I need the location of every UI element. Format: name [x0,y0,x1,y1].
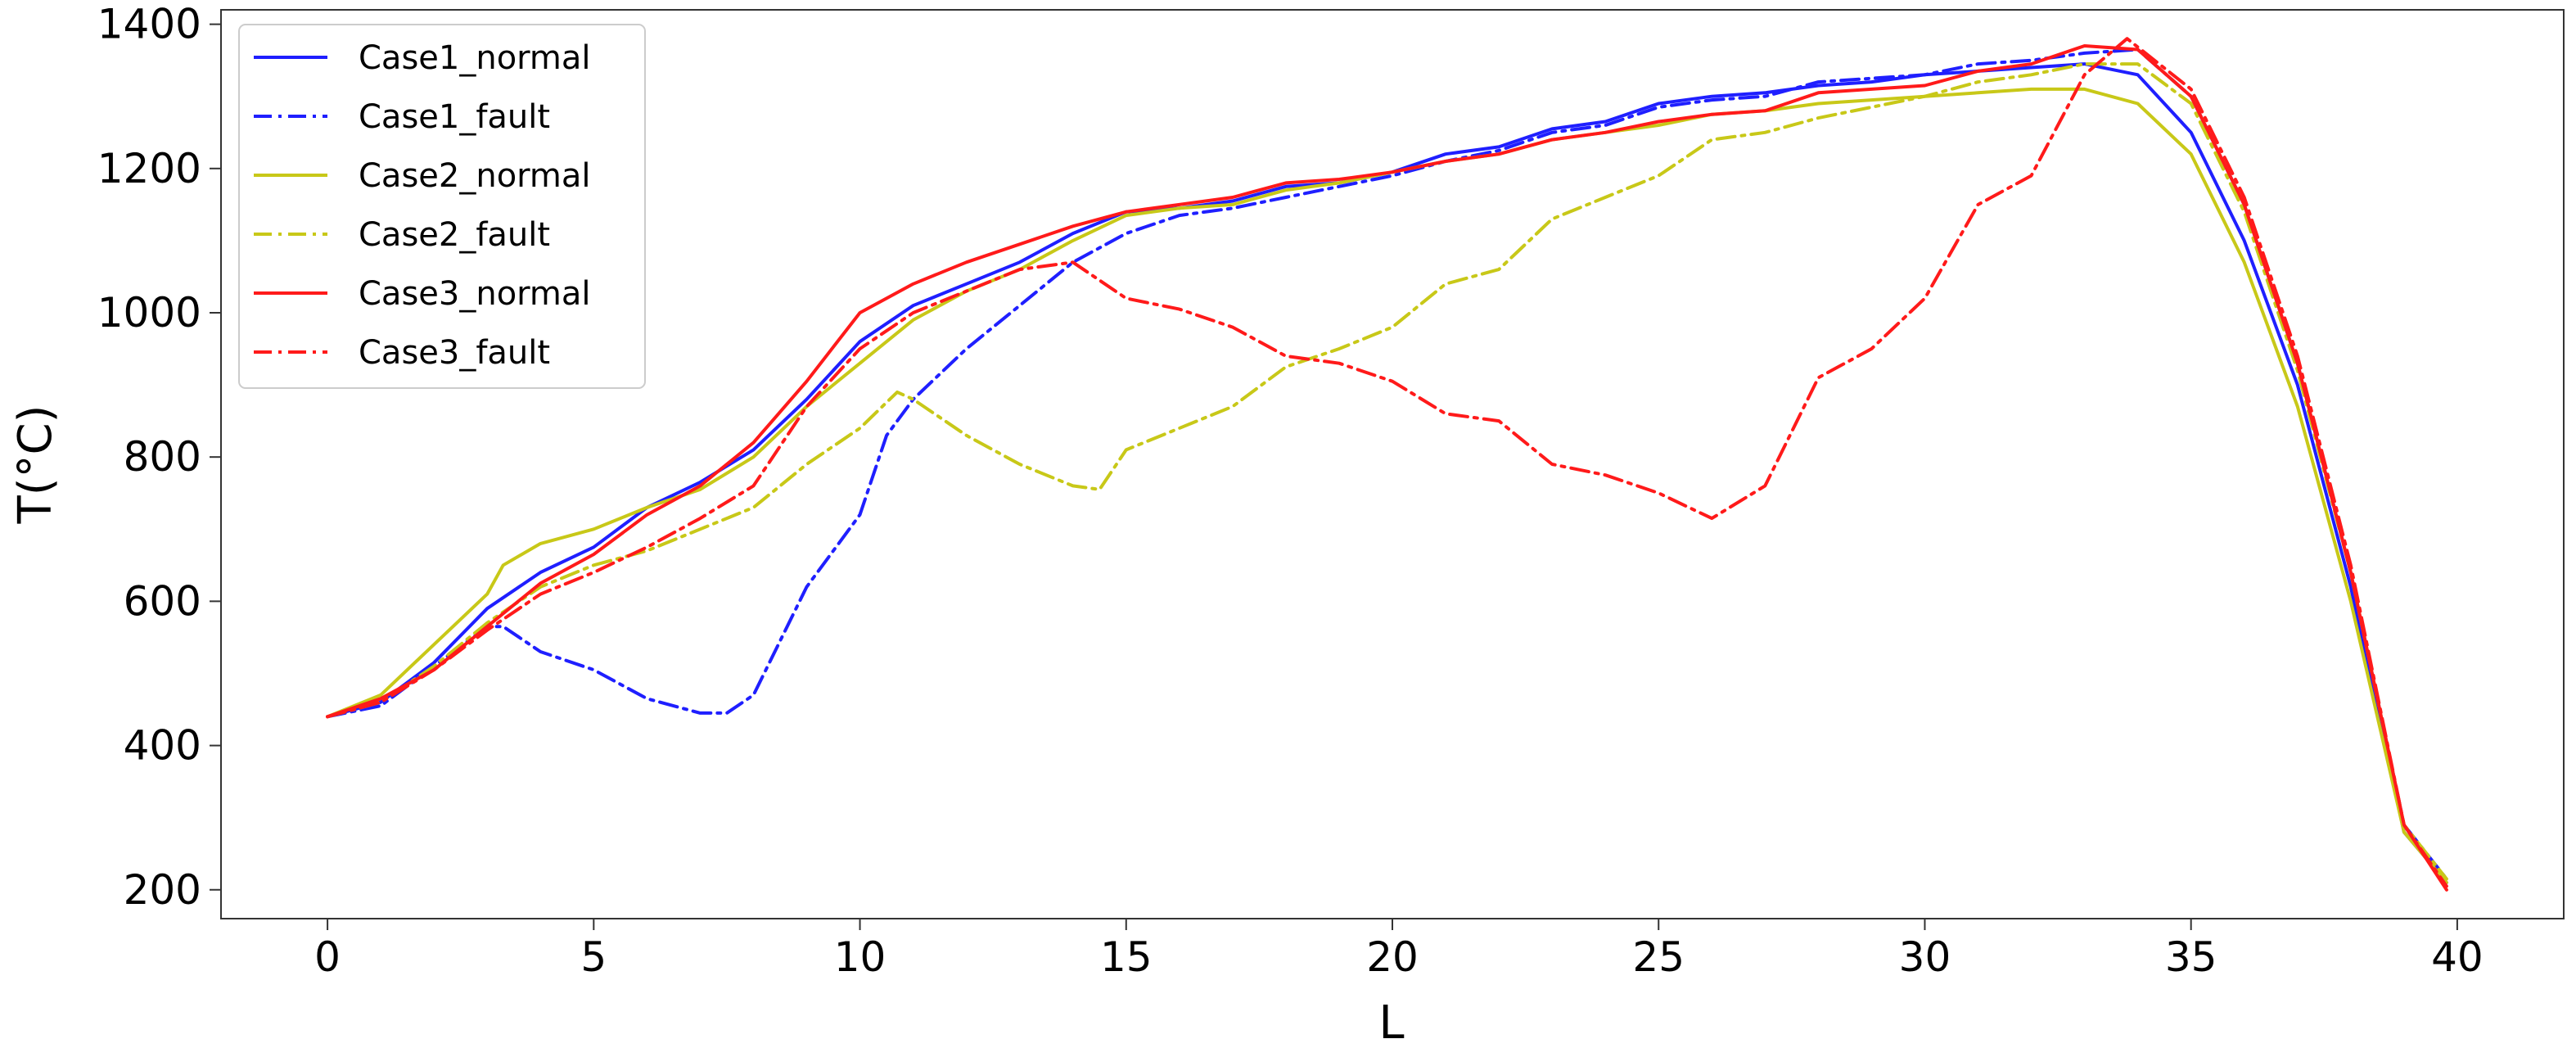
series-line-case3-normal [326,44,2448,892]
legend-label: Case3_normal [359,275,591,313]
series-line-case2-fault [326,62,2448,881]
x-tick-label: 30 [1899,933,1951,981]
y-tick-label: 1200 [97,145,201,192]
x-axis-label: L [1378,996,1404,1048]
series-lines [326,37,2448,892]
series-line-case2-normal [326,87,2448,884]
y-axis-label: T(°C) [9,404,62,524]
y-tick-label: 600 [124,577,201,625]
x-tick-label: 0 [314,933,341,981]
legend-label: Case2_fault [359,216,550,254]
legend-box [238,24,646,389]
x-tick-label: 15 [1100,933,1153,981]
y-tick-label: 1400 [97,1,201,48]
y-tick-label: 1000 [97,289,201,337]
x-tick-label: 35 [2165,933,2217,981]
x-tick-label: 10 [834,933,886,981]
x-tick-label: 5 [580,933,607,981]
y-tick-label: 800 [124,433,201,481]
legend-label: Case1_fault [359,98,550,136]
x-tick-label: 25 [1632,933,1685,981]
legend-label: Case2_normal [359,157,591,195]
y-tick-label: 400 [124,722,201,770]
x-axis-ticks: 0 5 10 15 20 25 30 35 40 [314,919,2484,981]
series-line-case1-fault [326,47,2448,881]
y-axis-ticks: 200 400 600 800 1000 1200 1400 [97,1,221,914]
legend-label: Case3_fault [359,334,550,372]
series-line-case3-fault [326,37,2448,888]
y-tick-label: 200 [124,866,201,914]
legend: Case1_normal Case1_fault Case2_normal Case2… [238,24,646,389]
x-tick-label: 20 [1366,933,1419,981]
legend-label: Case1_normal [359,39,591,77]
x-tick-label: 40 [2431,933,2484,981]
